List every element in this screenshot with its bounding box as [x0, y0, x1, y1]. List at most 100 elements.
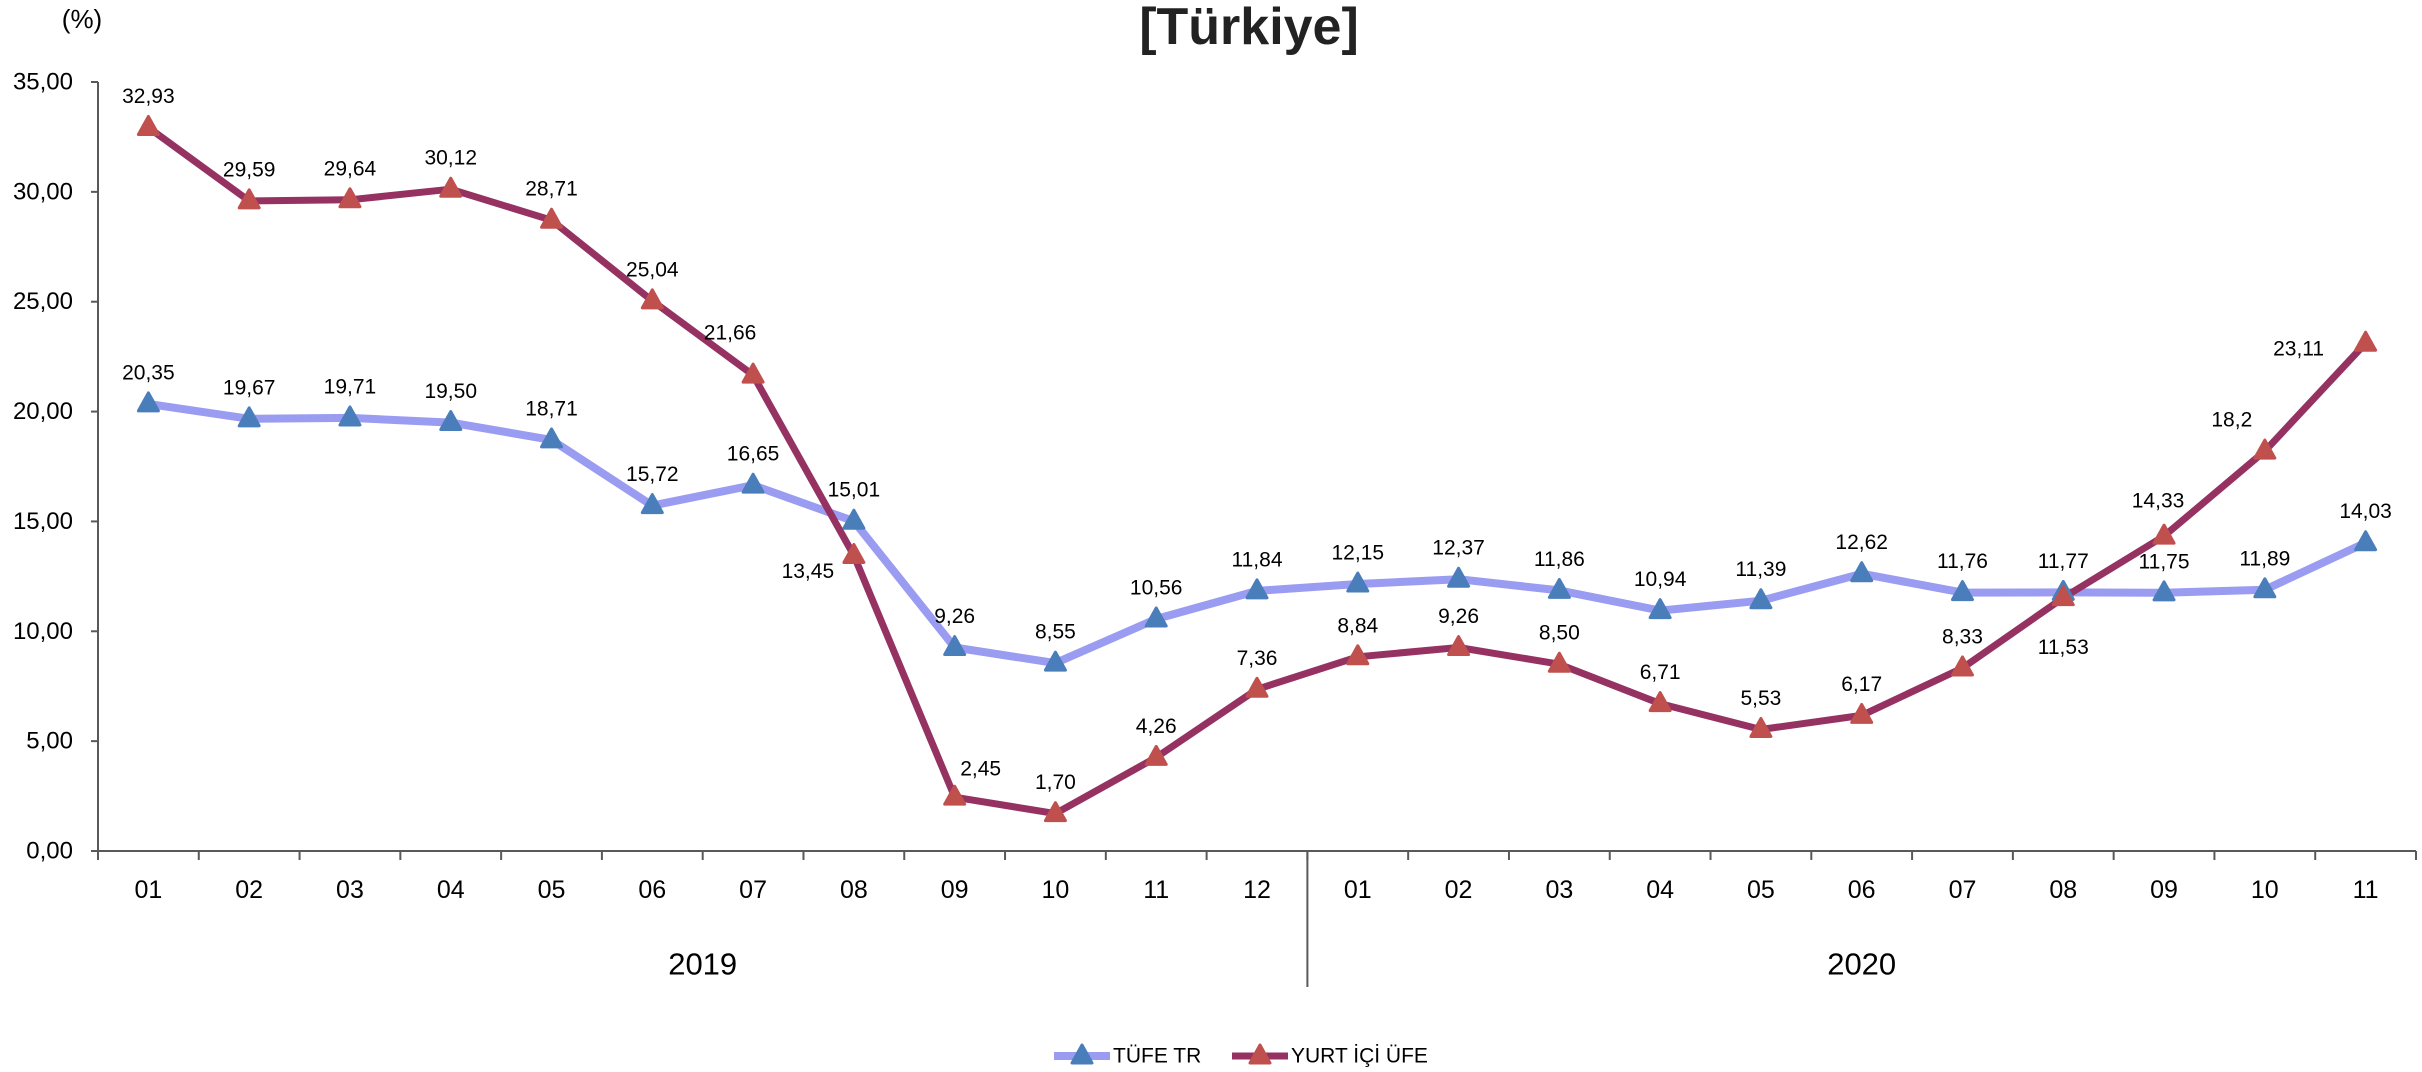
tufe-tr-marker-2019-09: [943, 635, 967, 657]
legend-label-tufe-tr: TÜFE TR: [1113, 1045, 1201, 1068]
yurt-ici-ufe-value-label-2019-11: 4,26: [1136, 715, 1177, 738]
yurt-ici-ufe-marker-2020-09: [2152, 523, 2176, 545]
axes: 0,00 5,00 10,00 15,00 20,00 25,00 30,00 35,00 01…: [13, 69, 2417, 987]
tufe-tr-value-label-2019-09: 9,26: [934, 605, 975, 628]
tufe-tr-marker-2020-03: [1547, 577, 1571, 599]
tufe-tr-marker-2020-02: [1447, 566, 1471, 588]
tufe-tr-line: [144, 399, 2370, 668]
yurt-ici-ufe-value-label-2019-04: 30,12: [424, 147, 477, 170]
x-tick-label-2019-04: 04: [437, 876, 465, 904]
yurt-ici-ufe-marker-2019-10: [1043, 801, 1067, 823]
tufe-tr-value-label-2020-04: 10,94: [1634, 568, 1687, 591]
y-tick-label-35: 35,00: [13, 69, 73, 96]
x-tick-label-2019-03: 03: [336, 876, 364, 904]
yurt-ici-ufe-marker-2019-08: [842, 542, 866, 564]
yurt-ici-ufe-marker-2020-11: [2354, 330, 2378, 352]
x-tick-label-2019-08: 08: [840, 876, 868, 904]
yurt-ici-ufe-marker-2020-08: [2051, 585, 2075, 607]
tufe-tr-marker-2019-05: [540, 427, 564, 449]
yurt-ici-ufe-marker-2019-01: [136, 114, 160, 136]
y-tick-label-10: 10,00: [13, 618, 73, 645]
x-tick-label-2019-10: 10: [1042, 876, 1070, 904]
tufe-tr-marker-2019-12: [1245, 578, 1269, 600]
tufe-tr-value-label-2020-03: 11,86: [1534, 548, 1585, 571]
tufe-tr-marker-2020-10: [2253, 577, 2277, 599]
yurt-ici-ufe-marker-2019-05: [540, 207, 564, 229]
yurt-ici-ufe-value-label-2019-01: 32,93: [122, 85, 175, 108]
yurt-ici-ufe-value-label-2019-02: 29,59: [223, 158, 276, 181]
year-label-2020: 2020: [1827, 947, 1896, 982]
yurt-ici-ufe-value-label-2020-04: 6,71: [1640, 661, 1681, 684]
y-tick-label-25: 25,00: [13, 288, 73, 315]
tufe-tr-value-label-2019-01: 20,35: [122, 361, 175, 384]
yurt-ici-ufe-value-label-2020-07: 8,33: [1942, 625, 1983, 648]
tufe-tr-value-label-2020-11: 14,03: [2339, 500, 2392, 523]
x-tick-label-2019-07: 07: [739, 876, 767, 904]
tufe-tr-marker-2020-11: [2354, 530, 2378, 552]
chart-title: [Türkiye]: [1139, 0, 1359, 56]
tufe-tr-value-label-2020-06: 12,62: [1835, 531, 1888, 554]
tufe-tr-marker-2020-04: [1648, 598, 1672, 620]
yurt-ici-ufe-value-label-2019-05: 28,71: [525, 178, 578, 201]
x-tick-label-2020-01: 01: [1344, 876, 1372, 904]
tufe-tr-value-label-2020-02: 12,37: [1432, 537, 1485, 560]
y-tick-label-5: 5,00: [26, 728, 73, 755]
y-tick-label-0: 0,00: [26, 838, 73, 865]
tufe-tr-marker-2019-03: [338, 405, 362, 427]
legend-label-yurt-ici-ufe: YURT İÇİ ÜFE: [1291, 1045, 1428, 1068]
tufe-tr-marker-2019-11: [1144, 606, 1168, 628]
tufe-tr-value-label-2019-02: 19,67: [223, 376, 276, 399]
tufe-tr-marker-2020-06: [1850, 561, 1874, 583]
yurt-ici-ufe-value-label-2019-09: 2,45: [960, 758, 1001, 781]
yurt-ici-ufe-marker-2019-03: [338, 187, 362, 209]
yurt-ici-ufe-value-label-2020-09: 14,33: [2132, 490, 2185, 513]
x-tick-label-2020-03: 03: [1545, 876, 1573, 904]
year-label-2019: 2019: [668, 947, 737, 982]
x-tick-label-2020-05: 05: [1747, 876, 1775, 904]
yurt-ici-ufe-marker-2020-03: [1547, 651, 1571, 673]
y-tick-label-30: 30,00: [13, 178, 73, 205]
yurt-ici-ufe-value-label-2019-12: 7,36: [1237, 647, 1278, 670]
yurt-ici-ufe-marker-2020-01: [1346, 644, 1370, 666]
tufe-tr-value-label-2019-10: 8,55: [1035, 621, 1076, 644]
yurt-ici-ufe-value-label-2020-01: 8,84: [1337, 614, 1378, 637]
series-lines: [144, 124, 2370, 818]
yurt-ici-ufe-marker-2020-05: [1749, 716, 1773, 738]
yurt-ici-ufe-marker-2019-02: [237, 188, 261, 210]
x-tick-label-2020-11: 11: [2353, 876, 2379, 904]
x-tick-label-2019-12: 12: [1243, 876, 1271, 904]
yurt-ici-ufe-value-label-2020-05: 5,53: [1740, 687, 1781, 710]
tufe-tr-marker-2019-02: [237, 406, 261, 428]
legend-swatch-marker-tufe-tr: [1070, 1043, 1094, 1065]
y-tick-label-15: 15,00: [13, 508, 73, 535]
tufe-tr-value-label-2020-09: 11,75: [2139, 550, 2190, 573]
yurt-ici-ufe-value-label-2019-03: 29,64: [324, 157, 377, 180]
tufe-tr-value-label-2020-05: 11,39: [1735, 558, 1786, 581]
tufe-tr-marker-2020-09: [2152, 580, 2176, 602]
tufe-tr-value-label-2019-11: 10,56: [1130, 576, 1183, 599]
x-tick-label-2020-06: 06: [1848, 876, 1876, 904]
x-tick-label-2019-01: 01: [134, 876, 162, 904]
yurt-ici-ufe-marker-2020-04: [1648, 691, 1672, 713]
tufe-tr-marker-2019-10: [1043, 650, 1067, 672]
x-tick-label-2019-11: 11: [1143, 876, 1169, 904]
series-markers: [136, 114, 2378, 823]
x-tick-label-2020-10: 10: [2251, 876, 2279, 904]
yurt-ici-ufe-marker-2020-06: [1850, 702, 1874, 724]
tufe-tr-marker-2019-01: [136, 391, 160, 413]
yurt-ici-ufe-value-label-2020-06: 6,17: [1841, 673, 1882, 696]
legend-swatch-marker-yurt-ici-ufe: [1248, 1043, 1272, 1065]
tufe-tr-value-label-2020-08: 11,77: [2038, 550, 2089, 573]
tufe-tr-marker-2019-04: [439, 410, 463, 432]
tufe-tr-value-label-2020-10: 11,89: [2239, 547, 2290, 570]
x-tick-label-2020-02: 02: [1445, 876, 1473, 904]
legend-item-tufe-tr: TÜFE TR: [1054, 1043, 1201, 1068]
yurt-ici-ufe-marker-2020-10: [2253, 438, 2277, 460]
tufe-tr-value-label-2019-07: 16,65: [727, 443, 780, 466]
tufe-tr-value-label-2019-12: 11,84: [1232, 548, 1283, 571]
yurt-ici-ufe-value-label-2019-10: 1,70: [1035, 771, 1076, 794]
yurt-ici-ufe-marker-2019-12: [1245, 676, 1269, 698]
yurt-ici-ufe-value-label-2020-08: 11,53: [2038, 636, 2089, 659]
x-tick-label-2020-07: 07: [1949, 876, 1977, 904]
